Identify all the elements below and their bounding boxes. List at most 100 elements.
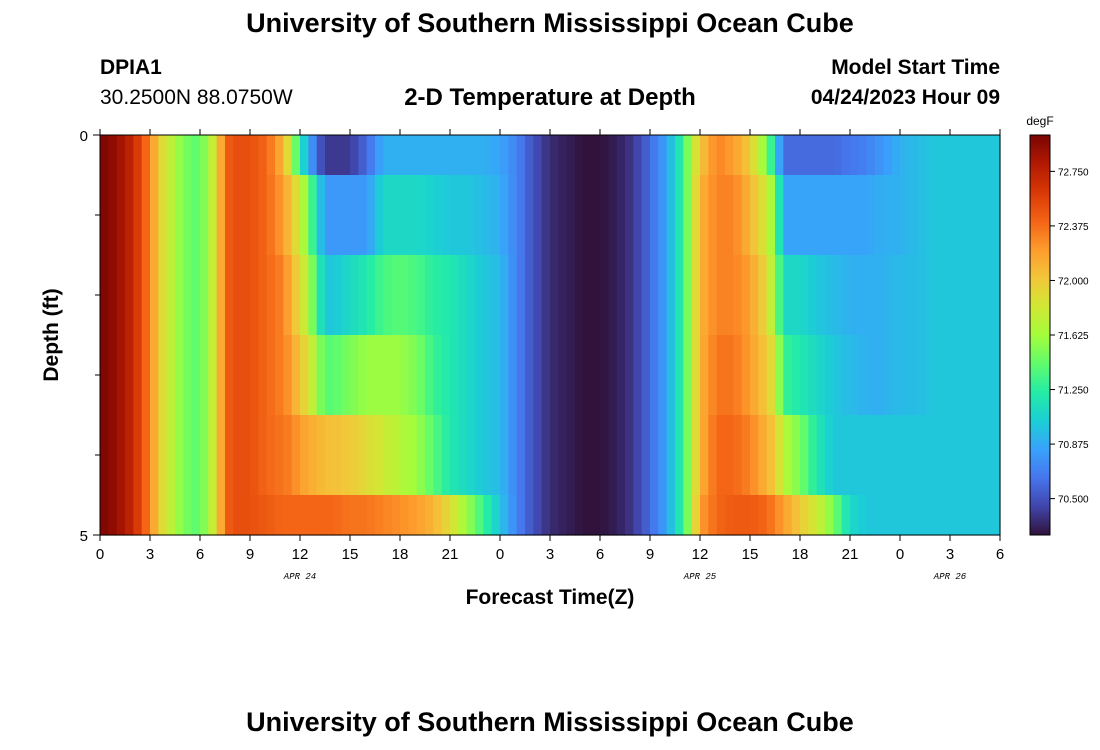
heatmap-cell [883, 135, 893, 176]
heatmap-cell [491, 335, 501, 416]
heatmap-cell [791, 335, 801, 416]
x-tick-label: 18 [792, 546, 809, 563]
heatmap-cell [775, 175, 784, 256]
heatmap-cell [441, 255, 451, 336]
heatmap-cell [225, 135, 234, 176]
heatmap-cell [350, 495, 359, 536]
heatmap-cell [916, 495, 926, 536]
heatmap-cell [366, 175, 376, 256]
heatmap-cell [691, 495, 701, 536]
heatmap-cell [266, 415, 276, 496]
heatmap-cell [800, 335, 809, 416]
heatmap-cell [525, 415, 534, 496]
heatmap-cell [558, 415, 568, 496]
heatmap-cell [741, 415, 751, 496]
y-axis: 05 [80, 128, 100, 545]
heatmap-cell [950, 135, 959, 176]
heatmap-cell [841, 255, 851, 336]
heatmap-cell [650, 135, 659, 176]
heatmap-cell [241, 255, 251, 336]
x-tick-label: 15 [342, 546, 359, 563]
heatmap-cell [350, 415, 359, 496]
heatmap-cell [891, 415, 901, 496]
heatmap-cell [683, 135, 693, 176]
heatmap-cell [958, 135, 968, 176]
heatmap-cell [775, 135, 784, 176]
x-tick-label: 3 [146, 546, 154, 563]
heatmap-cell [750, 135, 759, 176]
heatmap-cell [991, 255, 1001, 336]
heatmap-cell [858, 175, 868, 256]
heatmap-cell [141, 415, 151, 496]
heatmap-cell [325, 415, 334, 496]
heatmap-cell [500, 175, 509, 256]
heatmap-cell [491, 175, 501, 256]
heatmap-cell [150, 415, 159, 496]
heatmap-cell [575, 335, 584, 416]
colorbar-tick-label: 70.500 [1058, 495, 1089, 506]
heatmap-cell [516, 495, 526, 536]
heatmap-cell [333, 335, 343, 416]
heatmap-cell [133, 415, 143, 496]
heatmap-cell [425, 255, 434, 336]
heatmap-cell [150, 255, 159, 336]
x-tick-label: 0 [496, 546, 504, 563]
heatmap-cell [641, 335, 651, 416]
heatmap-cell [325, 175, 334, 256]
heatmap-cell [108, 495, 118, 536]
heatmap-cell [441, 175, 451, 256]
heatmap-cell [875, 495, 884, 536]
heatmap-cell [966, 135, 976, 176]
heatmap-cell [291, 255, 301, 336]
heatmap-cell [608, 495, 618, 536]
heatmap-cell [841, 135, 851, 176]
heatmap-cell [850, 255, 859, 336]
heatmap-cell [900, 135, 909, 176]
heatmap-cell [291, 415, 301, 496]
heatmap-cell [833, 135, 843, 176]
heatmap-cell [241, 495, 251, 536]
heatmap-cell [733, 335, 743, 416]
heatmap-cell [650, 415, 659, 496]
heatmap-cell [316, 255, 326, 336]
heatmap-cell [700, 255, 709, 336]
heatmap-cell [416, 415, 426, 496]
x-tick-label: 6 [996, 546, 1004, 563]
heatmap-cell [391, 135, 401, 176]
heatmap-cell [850, 495, 859, 536]
heatmap-cell [100, 335, 109, 416]
heatmap-cell [300, 335, 309, 416]
heatmap-cell [833, 415, 843, 496]
heatmap-cell [450, 495, 459, 536]
heatmap-cell [791, 415, 801, 496]
heatmap-cell [925, 175, 934, 256]
heatmap-cell [991, 495, 1001, 536]
heatmap-cell [166, 415, 176, 496]
heatmap-cell [925, 415, 934, 496]
heatmap-cell [808, 495, 818, 536]
heatmap-cell [800, 135, 809, 176]
heatmap-cell [241, 335, 251, 416]
heatmap-cell [575, 175, 584, 256]
heatmap-cell [600, 175, 609, 256]
heatmap-cell [458, 495, 468, 536]
heatmap-cell [316, 495, 326, 536]
heatmap-cell [541, 135, 551, 176]
heatmap-cell [766, 255, 776, 336]
heatmap-cell [150, 335, 159, 416]
heatmap-cell [258, 255, 268, 336]
heatmap-cell [916, 415, 926, 496]
heatmap-cell [458, 255, 468, 336]
heatmap-cell [591, 255, 601, 336]
heatmap-cell [175, 255, 184, 336]
heatmap-cell [583, 335, 593, 416]
heatmap-cell [191, 415, 201, 496]
heatmap-cell [866, 135, 876, 176]
heatmap-cell [616, 335, 626, 416]
heatmap-cell [100, 415, 109, 496]
heatmap-cell [808, 255, 818, 336]
heatmap-cell [300, 255, 309, 336]
heatmap-cell [183, 255, 193, 336]
heatmap-cell [475, 175, 484, 256]
x-tick-label: 9 [246, 546, 254, 563]
